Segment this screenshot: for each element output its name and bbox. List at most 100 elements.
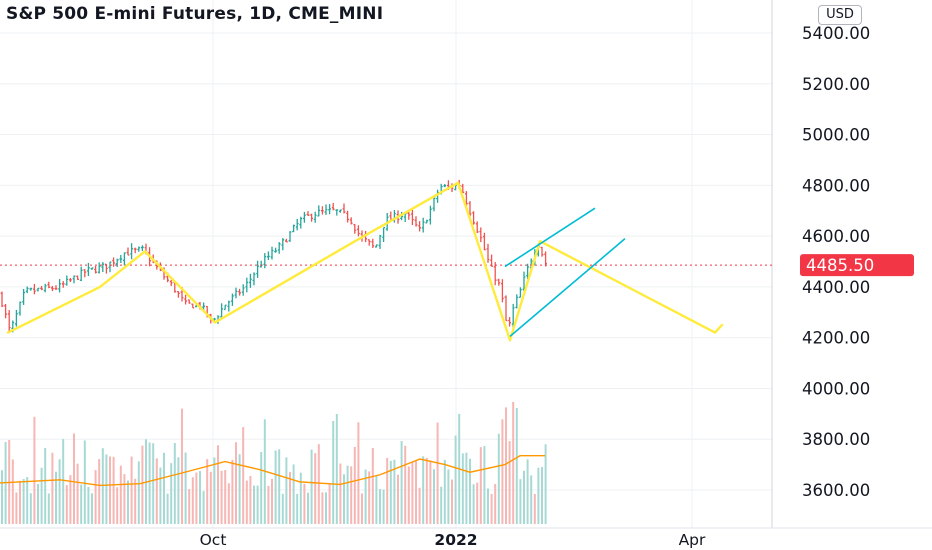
volume-bar <box>400 441 403 524</box>
volume-bar <box>137 461 140 524</box>
volume-bar <box>454 435 457 524</box>
volume-bar <box>343 474 345 524</box>
annotation-zigzag <box>6 181 724 342</box>
last-price-label: 4485.50 <box>806 256 874 275</box>
y-tick-label: 4800.00 <box>802 176 870 195</box>
volume-bar <box>541 467 543 524</box>
volume-bar <box>184 452 187 524</box>
volume-bar <box>191 477 194 524</box>
volume-bar <box>429 460 432 524</box>
volume-ma-path <box>0 455 545 487</box>
volume-bar <box>69 475 72 524</box>
y-tick-label: 3800.00 <box>802 430 870 449</box>
volume-bar <box>202 491 205 524</box>
volume-bar <box>299 472 302 524</box>
volume-bar <box>303 483 306 524</box>
volume-bar <box>76 463 79 524</box>
volume-bar <box>195 472 198 524</box>
volume-bar <box>44 448 47 524</box>
volume-bar <box>199 471 201 524</box>
y-tick-label: 5400.00 <box>802 24 870 43</box>
x-tick-label: 2022 <box>434 531 477 549</box>
chart-grid <box>0 0 932 529</box>
volume-bar <box>415 460 417 524</box>
volume-bar <box>537 467 540 524</box>
volume-bar <box>281 493 284 524</box>
time-axis[interactable]: Oct 2022 Apr <box>200 531 706 549</box>
volume-bar <box>411 461 414 524</box>
volume-bar <box>382 489 385 524</box>
currency-selector[interactable]: USD <box>818 5 862 25</box>
volume-bar <box>368 471 371 524</box>
volume-bar <box>393 459 396 524</box>
volume-bar <box>22 479 25 524</box>
volume-bar <box>533 493 536 524</box>
volume-bar <box>238 454 241 524</box>
volume-bar <box>375 475 378 524</box>
volume-bar <box>479 447 482 524</box>
volume-bar <box>94 470 97 524</box>
volume-bar <box>235 442 237 524</box>
volume-bar <box>515 407 518 524</box>
volume-bar <box>188 489 191 524</box>
volume-bar <box>307 492 309 524</box>
volume-bar <box>98 459 101 524</box>
volume-bar <box>173 442 176 524</box>
x-tick-label: Oct <box>200 531 227 549</box>
volume-bar <box>314 453 317 524</box>
volume-bar <box>407 466 410 524</box>
trend-drawings[interactable] <box>0 181 772 342</box>
volume-bar <box>310 449 313 524</box>
volume-bar <box>166 493 169 524</box>
volume-bar <box>523 470 525 524</box>
volume-bar <box>296 493 299 524</box>
volume-bar <box>65 485 68 524</box>
volume-bar <box>379 488 381 524</box>
volume-bar <box>227 483 230 524</box>
volume-bar <box>91 493 93 524</box>
volume-bar <box>278 449 281 524</box>
volume-bar <box>267 485 270 524</box>
volume-bar <box>483 446 486 524</box>
volume-bars <box>1 401 547 524</box>
volume-bar <box>206 459 209 524</box>
volume-bar <box>508 441 511 524</box>
volume-bar <box>40 467 43 524</box>
y-tick-label: 5200.00 <box>802 75 870 94</box>
volume-bar <box>501 419 504 524</box>
volume-bar <box>55 471 57 524</box>
volume-bar <box>476 482 479 524</box>
volume-bar <box>163 452 165 524</box>
volume-bar <box>339 463 342 524</box>
volume-bar <box>152 443 155 524</box>
volume-bar <box>148 442 151 524</box>
volume-bar <box>37 484 39 524</box>
volume-bar <box>465 452 468 524</box>
volume-bar <box>490 493 493 524</box>
volume-bar <box>29 493 32 524</box>
volume-bar <box>292 464 295 524</box>
volume-bar <box>544 444 547 524</box>
volume-bar <box>472 484 475 524</box>
volume-bar <box>15 492 18 524</box>
volume-bar <box>328 482 331 524</box>
y-tick-label: 4600.00 <box>802 227 870 246</box>
volume-bar <box>256 485 259 524</box>
volume-bar <box>33 416 36 524</box>
volume-bar <box>242 427 245 524</box>
volume-ma-line <box>0 455 545 487</box>
volume-bar <box>80 484 83 524</box>
y-tick-label: 4000.00 <box>802 379 870 398</box>
price-axis[interactable]: 5400.00 5200.00 5000.00 4800.00 4600.00 4400.… <box>800 24 914 500</box>
volume-bar <box>19 480 21 524</box>
volume-bar <box>87 486 90 524</box>
volume-bar <box>526 459 529 524</box>
volume-bar <box>433 469 435 524</box>
volume-bar <box>119 465 122 524</box>
volume-bar <box>1 470 3 524</box>
volume-bar <box>505 407 507 524</box>
volume-bar <box>141 445 144 524</box>
volume-bar <box>231 459 234 524</box>
volume-bar <box>436 422 439 524</box>
